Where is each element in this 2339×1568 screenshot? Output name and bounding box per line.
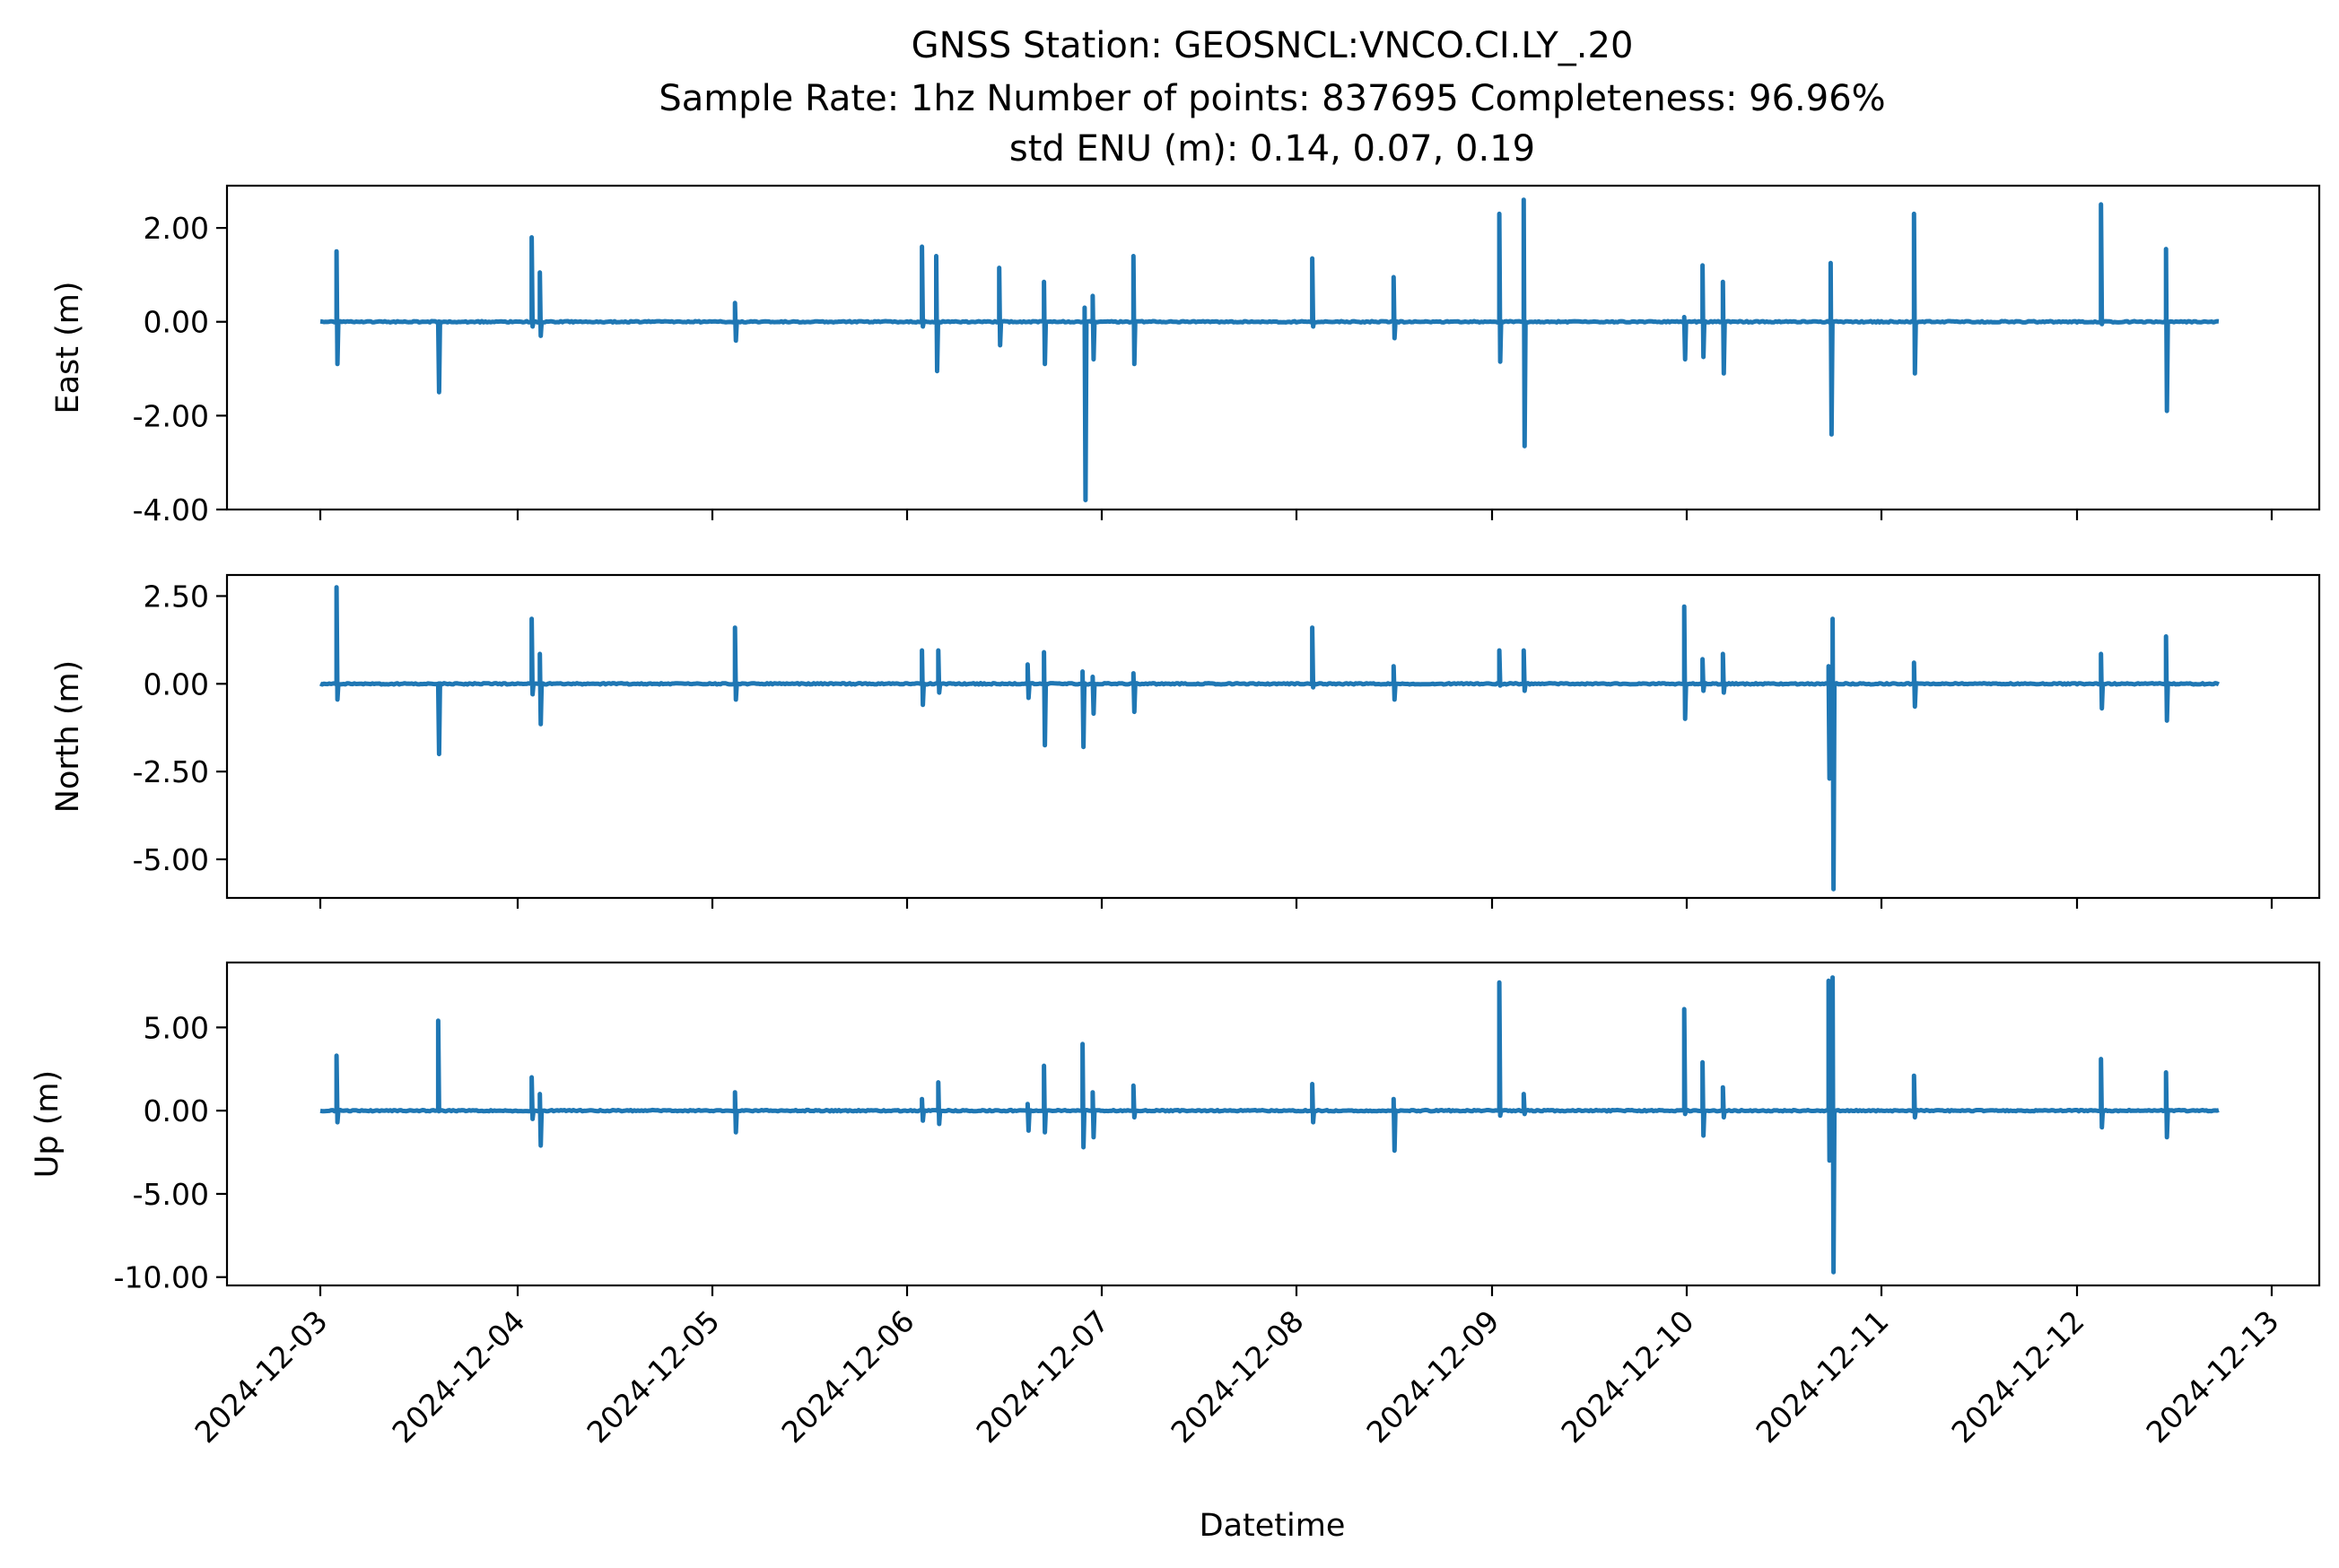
up-y-axis-label: Up (m) — [30, 1070, 65, 1178]
east-y-tick-label: 2.00 — [144, 211, 209, 246]
east-y-tick-label: -2.00 — [133, 398, 209, 433]
north-series-line — [319, 585, 2221, 892]
north-panel: -5.00 -2.50 0.00 2.50 North (m) — [50, 573, 2321, 909]
east-panel: -4.00 -2.00 0.00 2.00 East (m) — [50, 184, 2321, 527]
north-y-axis-label: North (m) — [50, 660, 86, 813]
up-axes-frame — [225, 961, 2321, 1287]
east-y-tick-label: 0.00 — [144, 305, 209, 340]
north-y-tick-label: 0.00 — [144, 666, 209, 701]
east-y-tick-label: -4.00 — [133, 492, 209, 527]
up-y-tick-label: 0.00 — [144, 1093, 209, 1128]
north-axes-frame — [225, 573, 2321, 900]
up-y-tick-label: 5.00 — [144, 1010, 209, 1045]
east-axes-frame — [225, 184, 2321, 511]
up-series-line — [319, 975, 2220, 1275]
east-y-axis-label: East (m) — [50, 281, 86, 414]
figure-title-line-3: std ENU (m): 0.14, 0.07, 0.19 — [1009, 128, 1535, 170]
figure-title-line-2: Sample Rate: 1hz Number of points: 83769… — [659, 78, 1885, 119]
up-y-tick-label: -10.00 — [114, 1260, 209, 1295]
east-series-line — [319, 197, 2220, 502]
x-axis-label: Datetime — [1200, 1508, 1346, 1544]
north-y-tick-label: -2.50 — [133, 754, 209, 789]
north-y-tick-label: -5.00 — [133, 842, 209, 877]
figure-title-line-1: GNSS Station: GEOSNCL:VNCO.CI.LY_.20 — [912, 25, 1634, 66]
north-y-tick-label: 2.50 — [144, 579, 209, 614]
up-y-tick-label: -5.00 — [133, 1177, 209, 1212]
